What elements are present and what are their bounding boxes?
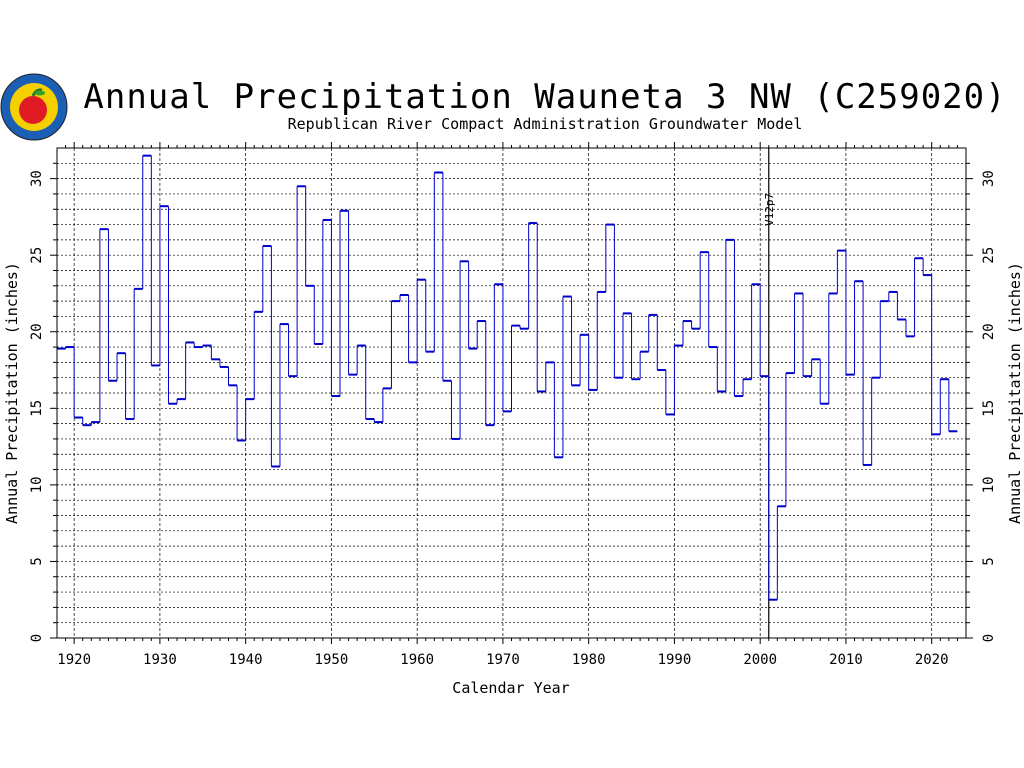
- x-tick-label: 2000: [743, 652, 777, 668]
- x-tick-label: 1980: [572, 652, 606, 668]
- reference-line-label: V12p7: [763, 193, 776, 226]
- x-tick-label: 1960: [400, 652, 434, 668]
- y-tick-label: 20: [29, 323, 45, 340]
- x-tick-label: 2020: [915, 652, 949, 668]
- x-tick-label: 1950: [315, 652, 349, 668]
- x-tick-label: 1990: [658, 652, 692, 668]
- chart-title: Annual Precipitation Wauneta 3 NW (C2590…: [83, 77, 1006, 117]
- y-tick-label-right: 20: [981, 323, 997, 340]
- x-axis-label: Calendar Year: [452, 679, 569, 697]
- y-tick-label-right: 15: [981, 400, 997, 417]
- y-tick-label-right: 30: [981, 170, 997, 187]
- ticks: 1920 1930 1940 1950 1960 1970 1980 1990 2000 2010…: [29, 142, 997, 668]
- x-tick-label: 1970: [486, 652, 520, 668]
- y-tick-label-right: 10: [981, 476, 997, 493]
- x-tick-label: 1920: [57, 652, 91, 668]
- x-tick-label: 2010: [829, 652, 863, 668]
- y-tick-label: 10: [29, 476, 45, 493]
- y-tick-label-right: 25: [981, 247, 997, 264]
- y-tick-label: 5: [29, 557, 45, 565]
- y-tick-label-right: 0: [981, 634, 997, 642]
- y-axis-label: Annual Precipitation (inches): [3, 262, 21, 524]
- chart-subtitle: Republican River Compact Administration …: [288, 115, 803, 133]
- y-tick-label: 0: [29, 634, 45, 642]
- y-tick-label: 15: [29, 400, 45, 417]
- rrca-apple-logo: [0, 73, 68, 141]
- series-layer: [57, 154, 958, 601]
- x-tick-label: 1940: [229, 652, 263, 668]
- y-tick-label: 25: [29, 247, 45, 264]
- y-axis-label-right: Annual Precipitation (inches): [1006, 262, 1024, 524]
- y-tick-label: 30: [29, 170, 45, 187]
- x-tick-label: 1930: [143, 652, 177, 668]
- y-tick-label-right: 5: [981, 557, 997, 565]
